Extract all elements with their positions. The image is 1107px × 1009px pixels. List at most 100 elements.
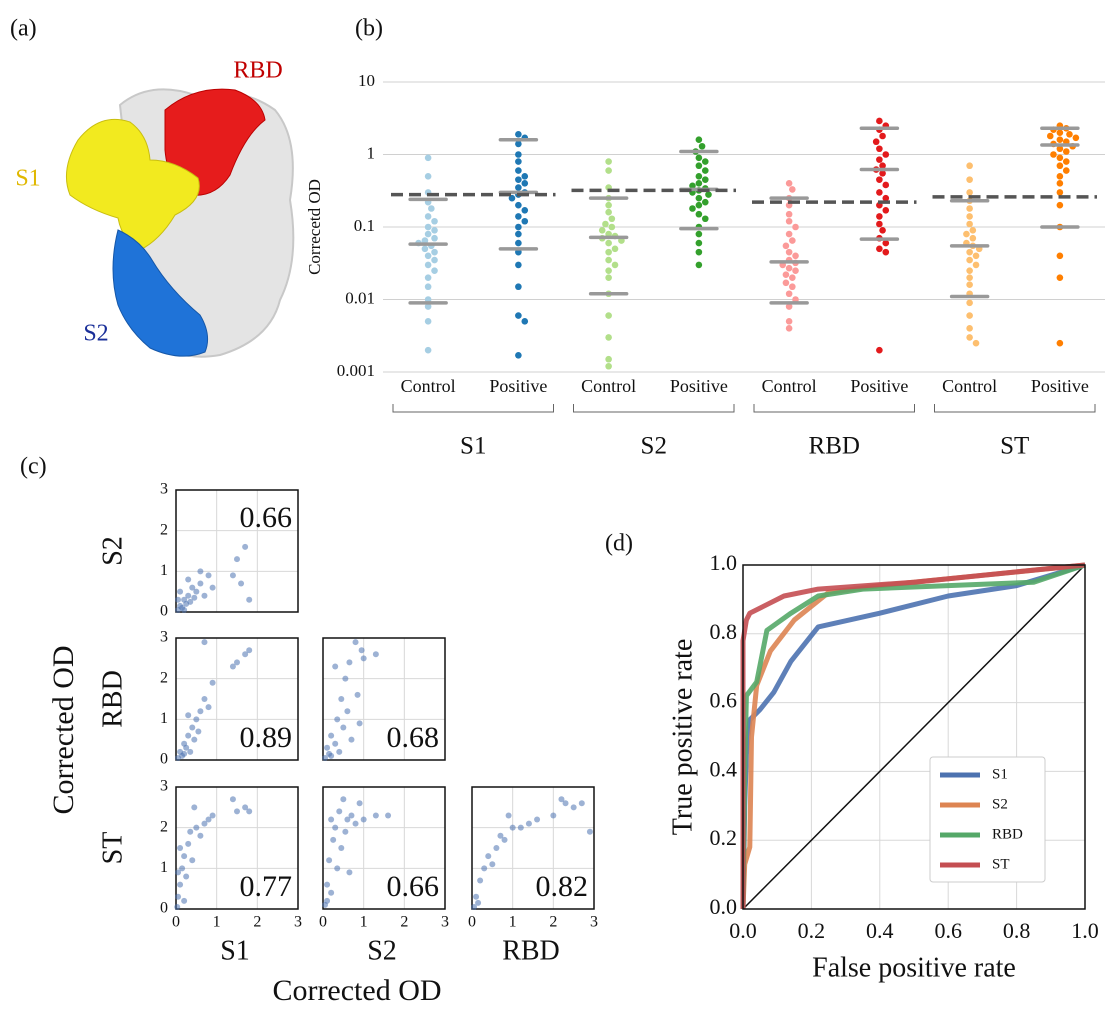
swarm-point (701, 167, 709, 174)
scatter-point (489, 861, 496, 868)
swarm-point (1056, 154, 1064, 162)
scatter-point (338, 696, 345, 702)
swarm-point (785, 264, 793, 272)
swarm-point (785, 325, 793, 332)
swarm-point (966, 281, 973, 289)
swarm-point (876, 346, 883, 354)
scatter-point (340, 796, 347, 803)
swarm-point (695, 201, 703, 209)
swarm-point (424, 154, 432, 162)
swarm-point (424, 213, 432, 220)
y-tick-label: 3 (160, 778, 168, 795)
x-tick-label: 2 (253, 914, 261, 931)
swarm-point (785, 230, 793, 238)
legend-label: ST (992, 856, 1010, 872)
scatter-point (187, 598, 194, 605)
y-tick-label: 2 (160, 521, 168, 538)
swarm-point (689, 205, 696, 212)
swarm-point (879, 170, 886, 177)
y-tick-label: 0.0 (710, 894, 738, 919)
category-label: Control (762, 376, 817, 396)
swarm-point (424, 223, 432, 231)
scatter-point (326, 857, 333, 864)
swarm-point (695, 239, 703, 247)
group-bracket (392, 404, 554, 413)
x-tick-label: 0.2 (798, 918, 826, 943)
panel-frame (471, 786, 595, 910)
scatter-point (193, 716, 200, 723)
swarm-point (521, 180, 529, 187)
swarm-point (521, 206, 529, 214)
swarm-point (785, 290, 793, 298)
scatter-point (324, 744, 331, 751)
scatter-point (242, 543, 249, 550)
scatter-point (234, 659, 240, 666)
swarm-point (605, 167, 612, 174)
scatter-point (175, 869, 182, 876)
category-label: Positive (1031, 376, 1089, 396)
scatter-point (558, 796, 565, 803)
x-tick-label: 0.8 (1003, 918, 1031, 943)
swarm-point (882, 248, 890, 256)
swarm-point (521, 318, 529, 325)
scatter-point (189, 724, 196, 731)
swarm-point (876, 213, 883, 220)
swarm-point (605, 274, 612, 281)
swarm-point (515, 312, 522, 319)
scatter-point (360, 816, 367, 823)
swarm-point (431, 227, 438, 234)
swarm-point (608, 223, 616, 231)
scatter-point (205, 704, 212, 711)
scatter-point (234, 556, 240, 563)
swarm-point (966, 325, 973, 332)
scatter-point (242, 651, 249, 658)
x-tick-label: 0.4 (866, 918, 894, 943)
panel-frame (175, 786, 299, 910)
swarm-point (428, 205, 435, 212)
y-tick-label: 0.2 (710, 825, 738, 850)
y-tick-label: 1 (160, 859, 168, 876)
scatter-point (509, 824, 516, 831)
scatter-point (348, 812, 355, 819)
swarm-point (876, 245, 883, 253)
y-tick-label: 3 (160, 629, 168, 646)
correlation-label: 0.82 (536, 870, 589, 903)
scatter-point (209, 679, 216, 686)
swarm-point (1056, 201, 1064, 209)
swarm-point (611, 245, 619, 253)
swarm-point (972, 339, 980, 347)
swarm-point (698, 142, 706, 150)
swarm-point (515, 261, 522, 269)
swarm-point (1056, 180, 1064, 187)
swarm-point (972, 252, 980, 260)
y-tick-label: 0.4 (710, 756, 738, 781)
swarm-point (424, 346, 432, 354)
swarm-point (789, 237, 796, 244)
swarm-point (966, 312, 973, 319)
x-tick-label: 0 (468, 914, 476, 931)
swarm-point (782, 271, 790, 278)
swarm-point (424, 230, 432, 238)
scatter-point (586, 828, 593, 835)
swarm-point (1072, 134, 1080, 142)
chance-line (742, 564, 1086, 910)
x-tick-label: 1 (509, 914, 517, 931)
legend-label: S2 (992, 796, 1008, 812)
scatter-point (175, 596, 182, 603)
swarm-point (785, 180, 793, 187)
swarm-point (695, 154, 703, 162)
scatter-point (477, 877, 484, 884)
swarm-point (966, 220, 973, 228)
scatter-point (189, 584, 196, 591)
y-tick-label: 0.01 (345, 288, 375, 307)
swarm-point (1056, 136, 1064, 144)
swarm-point (1050, 151, 1057, 158)
swarm-point (882, 151, 890, 158)
scatter-point (234, 808, 240, 815)
row-label: RBD (97, 670, 128, 728)
x-axis-label: False positive rate (812, 952, 1016, 983)
swarm-point (879, 227, 886, 234)
swarm-point (424, 274, 432, 281)
swarm-point (792, 252, 799, 260)
scatter-point (344, 816, 351, 823)
